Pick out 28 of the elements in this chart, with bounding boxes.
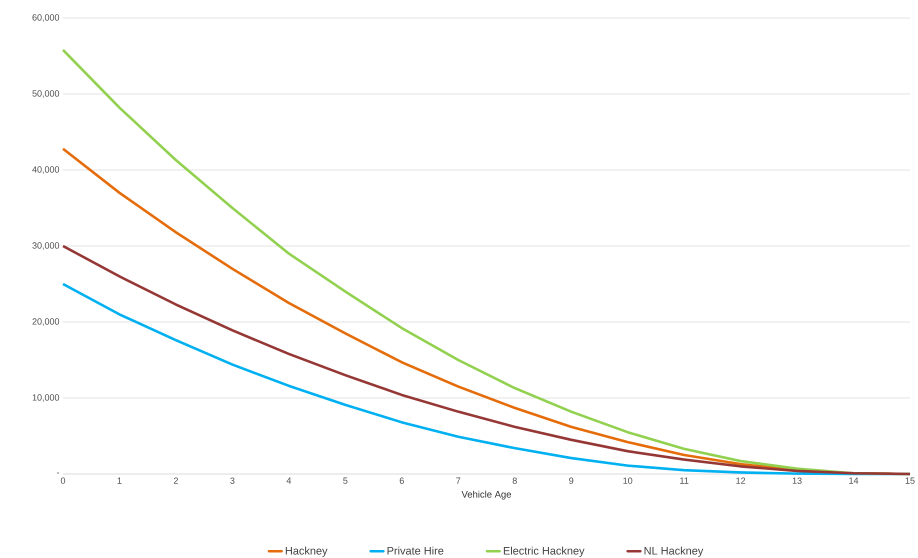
x-tick-label: 13: [792, 478, 802, 484]
y-tick-label: 40,000: [32, 166, 60, 174]
x-tick-label: 14: [849, 478, 858, 484]
legend-label: Electric Hackney: [504, 546, 585, 557]
legend-label: Hackney: [286, 546, 328, 557]
x-tick-label: 6: [400, 478, 404, 484]
x-tick-label: 8: [512, 478, 517, 484]
y-tick-label: -: [56, 472, 60, 474]
y-tick-label: 50,000: [32, 90, 60, 98]
x-tick-label: 15: [906, 478, 915, 484]
x-tick-label: 1: [118, 478, 122, 484]
x-tick-label: 2: [174, 478, 178, 484]
legend-label: NL Hackney: [644, 546, 704, 557]
x-tick-label: 4: [286, 478, 292, 484]
x-tick-label: 7: [456, 478, 460, 484]
y-tick-label: 30,000: [32, 242, 60, 250]
x-tick-label: 12: [736, 478, 746, 484]
x-tick-label: 11: [680, 478, 688, 484]
y-tick-label: 10,000: [32, 394, 60, 402]
y-tick-label: 20,000: [32, 318, 60, 326]
x-tick-label: 5: [343, 478, 348, 484]
x-tick-label: 3: [230, 478, 235, 484]
y-tick-label: 60,000: [32, 14, 60, 22]
x-axis-title: Vehicle Age: [462, 490, 512, 500]
x-tick-label: 0: [60, 478, 66, 484]
x-tick-label: 10: [623, 478, 632, 484]
legend-label: Private Hire: [388, 546, 444, 555]
x-tick-label: 9: [569, 478, 574, 484]
